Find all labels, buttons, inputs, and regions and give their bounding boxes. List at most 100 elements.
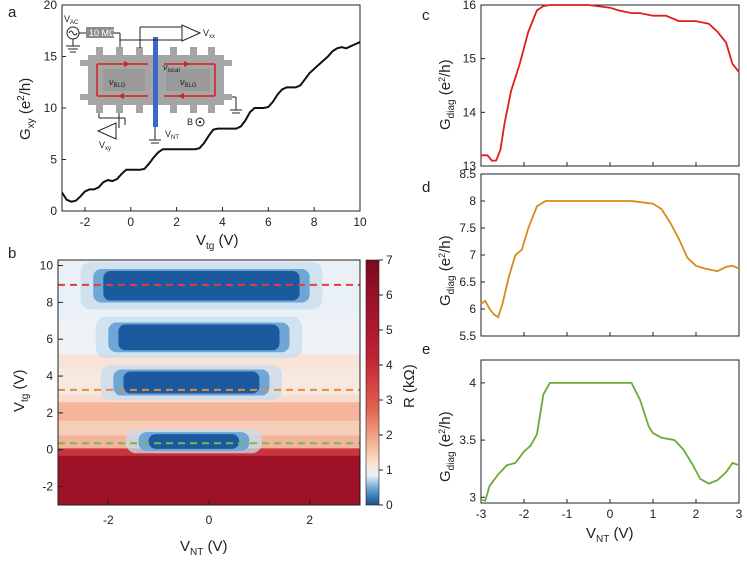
panel-c-ytick-label: 14 (463, 105, 477, 119)
panel-c-ytick-label: 15 (463, 52, 477, 66)
panel-e-green-series (480, 382, 740, 502)
panel-a-ytick-label: 5 (50, 153, 57, 167)
panel-d-frame (480, 173, 740, 337)
device-schematic-inset: VAC 10 MΩ (64, 14, 242, 152)
panel-letter-c: c (422, 7, 430, 24)
plateau-low-resistance (103, 271, 300, 301)
panel-a-xtick-label: 6 (265, 215, 272, 229)
panel-a-xtick-label: 0 (127, 215, 134, 229)
panel-e-gdiag-chart: -3 -2 -1 0 1 2 3 3 3.5 4 Gdiag (e2/h) VNT (V) (437, 359, 743, 545)
bfield-dot (198, 120, 202, 124)
panel-c-frame (480, 4, 740, 167)
colorbar-frame (365, 259, 380, 506)
colorbar-tick-label: 3 (386, 393, 393, 407)
hall-inner-hole (166, 69, 210, 91)
hall-contact (170, 104, 177, 113)
hall-contact (170, 47, 177, 56)
panel-c-ytick-label: 13 (463, 159, 477, 173)
hall-contact (136, 104, 143, 113)
panel-a-xtick-label: 2 (173, 215, 180, 229)
panel-b-ytick-label: 8 (46, 295, 53, 309)
panel-e-xtick-label: 2 (693, 507, 700, 521)
panel-e-ylabel: Gdiag (e2/h) (437, 411, 457, 482)
hall-contact (116, 104, 123, 113)
colorbar-tick-label: 5 (386, 323, 393, 337)
hall-contact (80, 60, 90, 66)
resistor-label: 10 MΩ (89, 28, 116, 38)
panel-a-xtick-label: 4 (219, 215, 226, 229)
panel-d-ytick-label: 7 (469, 248, 476, 262)
panel-e-xtick-label: -1 (562, 507, 573, 521)
plateau-low-resistance (148, 434, 240, 449)
colorbar-tick-label: 2 (386, 428, 393, 442)
panel-e-xtick-label: 3 (736, 507, 743, 521)
narrow-top-gate (153, 37, 158, 127)
panel-b-xtick-label: -2 (103, 513, 114, 527)
heatmap-band (58, 455, 360, 505)
panel-b-ytick-label: 0 (46, 443, 53, 457)
ac-source-wave (68, 30, 78, 36)
colorbar-tick-label: 6 (386, 288, 393, 302)
panel-e-xtick-label: -2 (519, 507, 530, 521)
panel-c-gdiag-chart: 13 14 15 16 Gdiag (e2/h) (437, 0, 740, 173)
vxy-amplifier-icon (96, 122, 117, 140)
vxy-label: Vxy (99, 140, 111, 152)
panel-a-ytick-label: 0 (50, 204, 57, 218)
panel-d-ticks: 5.5 6 6.5 7 7.5 8 8.5 (459, 167, 740, 343)
hall-contact (136, 47, 143, 56)
colorbar-tick-label: 7 (386, 253, 393, 267)
panel-d-ytick-label: 7.5 (459, 221, 476, 235)
panel-d-ytick-label: 8.5 (459, 167, 476, 181)
panel-letter-b: b (8, 245, 16, 262)
panel-e-xtick-label: 1 (650, 507, 657, 521)
panel-letter-d: d (422, 179, 430, 196)
heatmap-band (58, 401, 360, 421)
heatmap-plateaus (80, 262, 323, 454)
plateau-low-resistance (123, 371, 260, 394)
panel-d-ytick-label: 6 (469, 302, 476, 316)
panel-a-gxy-series (62, 41, 360, 203)
panel-d-orange-series (480, 200, 740, 319)
hall-contact (208, 104, 215, 113)
colorbar-tick-label: 0 (386, 498, 393, 512)
panel-b-ytick-label: 4 (46, 369, 53, 383)
panel-b-xtick-label: 2 (306, 513, 313, 527)
panel-b-ticks: -2 0 2 -2 0 2 4 6 8 10 (40, 259, 314, 527)
panel-a-ytick-label: 10 (44, 101, 58, 115)
hall-contact (222, 60, 232, 66)
panel-b-ytick-label: -2 (42, 480, 53, 494)
vxx-amplifier-icon (181, 24, 202, 42)
vxx-label: Vxx (203, 28, 215, 40)
panel-b-heatmap: -2 0 2 -2 0 2 4 6 8 10 VNT (V) Vtg (V) 0 1 2 3 4 5 6 7 R… (11, 253, 418, 558)
panel-letter-a: a (8, 4, 17, 21)
panel-b-ytick-label: 6 (46, 332, 53, 346)
hall-inner-hole (103, 69, 145, 91)
panel-c-ticks: 13 14 15 16 (463, 0, 740, 173)
panel-b-xtick-label: 0 (206, 513, 213, 527)
panel-a-xlabel: Vtg (V) (196, 232, 239, 252)
hall-contact (222, 94, 232, 100)
panel-b-xlabel: VNT (V) (180, 538, 228, 558)
colorbar-label: R (kΩ) (401, 364, 418, 408)
panel-c-ylabel: Gdiag (e2/h) (437, 59, 457, 130)
panel-a-ticks: -2 0 2 4 6 8 10 0 5 10 15 20 (44, 0, 367, 229)
nu-left-label: νBLG (109, 77, 126, 89)
panel-d-ytick-label: 5.5 (459, 329, 476, 343)
panel-e-ytick-label: 4 (469, 376, 476, 390)
hall-contact (208, 47, 215, 56)
panel-d-ylabel: Gdiag (e2/h) (437, 235, 457, 306)
colorbar-tick-label: 4 (386, 358, 393, 372)
panel-b-ytick-label: 2 (46, 406, 53, 420)
hall-contact (190, 47, 197, 56)
hall-contact (80, 94, 90, 100)
panel-a-gxy-chart: -2 0 2 4 6 8 10 0 5 10 15 20 Vtg (V) Gxy (e2/h) VAC… (16, 0, 367, 252)
vac-label: VAC (64, 14, 79, 26)
panel-d-ytick-label: 8 (469, 194, 476, 208)
colorbar (366, 260, 379, 505)
plateau-low-resistance (118, 324, 280, 351)
bfield-out-of-plane-icon (195, 117, 205, 127)
panel-e-frame (480, 359, 740, 504)
hall-contact (116, 47, 123, 56)
edge-arrowheads (118, 61, 190, 99)
bfield-label: B (187, 117, 193, 127)
